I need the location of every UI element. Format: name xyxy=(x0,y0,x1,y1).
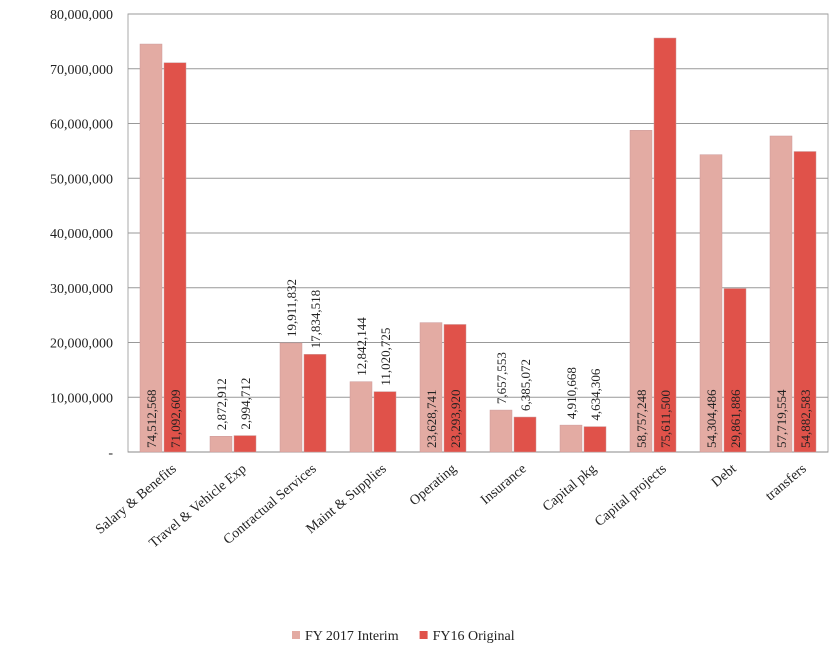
x-tick-label: Operating xyxy=(407,462,460,509)
bar xyxy=(373,391,397,453)
value-label: 23,293,920 xyxy=(448,390,463,449)
value-label: 6,385,072 xyxy=(518,359,533,411)
value-label: 75,611,500 xyxy=(658,390,673,448)
bar xyxy=(303,354,327,453)
bar xyxy=(699,154,723,453)
legend-label: FY 2017 Interim xyxy=(305,629,399,644)
y-tick-label: 70,000,000 xyxy=(50,63,113,78)
bar xyxy=(443,324,467,453)
y-tick-label: 10,000,000 xyxy=(50,391,113,406)
bar xyxy=(769,135,793,453)
y-tick-label: 50,000,000 xyxy=(50,172,113,187)
value-label: 57,719,554 xyxy=(774,389,789,448)
y-tick-label: 40,000,000 xyxy=(50,227,113,242)
value-label: 4,634,306 xyxy=(588,368,603,421)
x-tick-label: Debt xyxy=(709,462,740,491)
value-label: 11,020,725 xyxy=(378,328,393,386)
bar xyxy=(629,130,653,453)
y-tick-label: 60,000,000 xyxy=(50,118,113,133)
bar xyxy=(233,435,257,453)
legend-swatch xyxy=(292,631,300,639)
bar xyxy=(723,288,747,453)
value-label: 12,842,144 xyxy=(354,317,369,376)
value-label: 2,872,912 xyxy=(214,378,229,430)
bar xyxy=(513,416,537,453)
value-label: 71,092,609 xyxy=(168,390,183,449)
value-label: 7,657,553 xyxy=(494,352,509,404)
value-label: 74,512,568 xyxy=(144,390,159,449)
bar xyxy=(209,436,233,453)
bar xyxy=(793,151,817,453)
bar xyxy=(139,43,163,453)
bar xyxy=(653,37,677,453)
bar xyxy=(419,322,443,453)
value-label: 54,304,486 xyxy=(704,389,719,448)
y-tick-label: 20,000,000 xyxy=(50,337,113,352)
y-tick-label: 80,000,000 xyxy=(50,8,113,23)
value-label: 54,882,583 xyxy=(798,390,813,449)
x-tick-label: Capital projects xyxy=(592,462,669,530)
value-label: 58,757,248 xyxy=(634,390,649,449)
value-label: 4,910,668 xyxy=(564,367,579,419)
x-tick-label: transfers xyxy=(763,462,810,504)
bar xyxy=(489,409,513,453)
x-tick-label: Insurance xyxy=(478,462,529,508)
bar xyxy=(559,424,583,453)
value-label: 23,628,741 xyxy=(424,390,439,449)
value-label: 17,834,518 xyxy=(308,290,323,349)
legend-swatch xyxy=(419,631,428,639)
y-tick-label: 30,000,000 xyxy=(50,282,113,297)
x-tick-label: Capital pkg xyxy=(540,462,599,515)
bar xyxy=(583,426,607,453)
bar xyxy=(349,381,373,453)
y-tick-label: - xyxy=(108,446,113,461)
legend-label: FY16 Original xyxy=(433,629,515,644)
value-label: 19,911,832 xyxy=(284,279,299,337)
value-label: 29,861,886 xyxy=(728,389,743,448)
value-label: 2,994,712 xyxy=(238,378,253,430)
bar xyxy=(279,342,303,453)
bar xyxy=(163,62,187,453)
